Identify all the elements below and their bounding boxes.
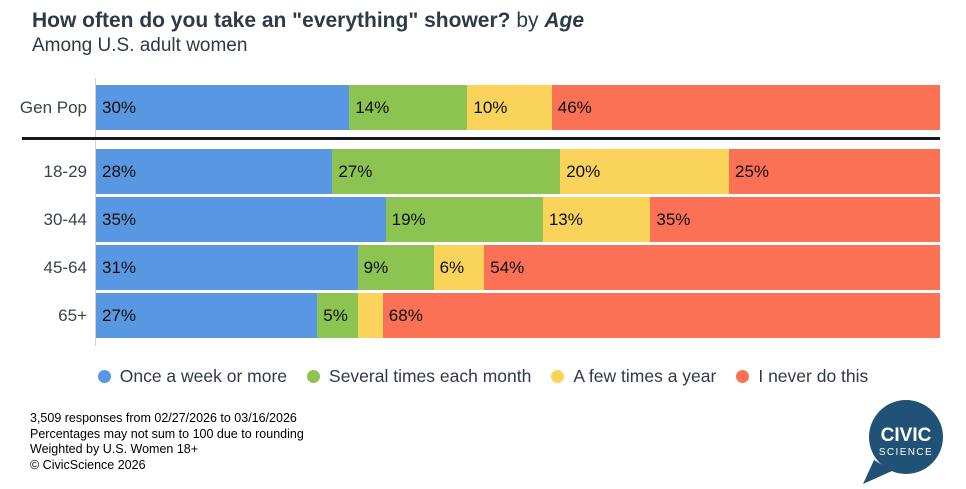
segment-value-label: 13% (548, 209, 583, 229)
bar-row: 45-64 31% 9% 6% 54% (0, 245, 966, 290)
legend-label: Several times each month (329, 366, 532, 386)
footnote-weighting: Weighted by U.S. Women 18+ (30, 442, 199, 456)
segment-value-label: 14% (355, 97, 390, 117)
chart-title-main: How often do you take an "everything" sh… (32, 9, 511, 32)
bar-segment: 19% (385, 197, 543, 242)
logo-bubble (869, 400, 943, 474)
segment-value-label: 31% (102, 257, 137, 277)
bar-track: 35% 19% 13% 35% (96, 197, 940, 242)
footnotes: 3,509 responses from 02/27/2026 to 03/16… (30, 411, 304, 473)
bar-segment: 27% (332, 149, 561, 194)
bar-segment: 35% (96, 197, 386, 242)
segment-value-label: 28% (102, 161, 137, 181)
y-axis-line (95, 78, 96, 346)
bar-segment: 13% (542, 197, 651, 242)
bar-track: 31% 9% 6% 54% (96, 245, 940, 290)
bar-segment: 46% (551, 85, 940, 130)
legend-dot-icon (736, 370, 750, 383)
chart-title-connector: by (510, 9, 545, 32)
legend: Once a week or more Several times each mo… (0, 366, 966, 387)
segment-value-label: 20% (566, 161, 601, 181)
logo-text-civic: CIVIC (881, 425, 932, 446)
segment-value-label: 25% (734, 161, 770, 181)
segment-value-label: 9% (363, 257, 389, 277)
legend-dot-icon (307, 370, 321, 383)
segment-value-label: 27% (338, 161, 373, 181)
bar-track: 27% 5% 68% (96, 293, 940, 338)
civicscience-logo-icon: CIVIC SCIENCE (863, 400, 943, 484)
segment-value-label: 35% (656, 209, 691, 229)
segment-value-label: 35% (102, 209, 137, 229)
legend-label: I never do this (758, 366, 869, 386)
bar-row: Gen Pop 30% 14% 10% 46% (0, 85, 966, 130)
chart-title: How often do you take an "everything" sh… (32, 8, 584, 33)
legend-label: A few times a year (573, 366, 717, 386)
legend-label: Once a week or more (119, 366, 288, 386)
chart-subtitle: Among U.S. adult women (32, 35, 248, 57)
category-label: 18-29 (43, 161, 87, 181)
segment-value-label: 46% (557, 97, 592, 117)
bar-segment: 28% (96, 149, 333, 194)
logo-bubble-tail (863, 460, 892, 484)
segment-value-label: 68% (388, 305, 423, 325)
category-label: Gen Pop (19, 97, 87, 117)
bar-segment: 68% (382, 293, 940, 338)
bar-segment: 54% (484, 245, 940, 290)
bar-segment: 35% (650, 197, 940, 242)
bar-segment: 9% (357, 245, 434, 290)
bar-track: 30% 14% 10% 46% (96, 85, 940, 130)
segment-value-label: 54% (490, 257, 525, 277)
category-label: 65+ (58, 305, 87, 325)
bar-segment: 25% (728, 149, 940, 194)
bar-segment (358, 293, 383, 338)
legend-dot-icon (97, 370, 111, 383)
logo-text-science: SCIENCE (879, 447, 933, 458)
legend-item: I never do this (736, 366, 868, 387)
legend-dot-icon (551, 370, 565, 383)
category-label: 45-64 (43, 257, 87, 277)
bar-segment: 27% (96, 293, 318, 338)
footnote-responses: 3,509 responses from 02/27/2026 to 03/16… (30, 411, 297, 425)
bar-row: 65+ 27% 5% 68% (0, 293, 966, 338)
legend-item: Once a week or more (97, 366, 288, 387)
bar-segment: 30% (96, 85, 350, 130)
bar-row: 30-44 35% 19% 13% 35% (0, 197, 966, 242)
legend-item: A few times a year (551, 366, 716, 387)
bar-segment: 20% (560, 149, 729, 194)
chart-header: How often do you take an "everything" sh… (32, 8, 584, 57)
category-label: 30-44 (43, 209, 87, 229)
segment-value-label: 30% (102, 97, 137, 117)
stacked-bar-chart: Gen Pop 30% 14% 10% 46% 18-29 28% 27% 20% 25% 30-4… (0, 85, 966, 341)
chart-title-emphasis: Age (544, 9, 585, 32)
bar-segment: 5% (317, 293, 359, 338)
segment-value-label: 19% (391, 209, 426, 229)
genpop-separator-line (22, 137, 940, 140)
footnote-rounding: Percentages may not sum to 100 due to ro… (30, 426, 304, 441)
bar-segment: 6% (433, 245, 485, 290)
segment-value-label: 27% (102, 305, 137, 325)
bar-row: 18-29 28% 27% 20% 25% (0, 149, 966, 194)
bar-track: 28% 27% 20% 25% (96, 149, 940, 194)
bar-segment: 10% (467, 85, 552, 130)
segment-value-label: 6% (439, 257, 465, 277)
legend-item: Several times each month (307, 366, 531, 387)
segment-value-label: 5% (323, 305, 348, 325)
bar-segment: 14% (349, 85, 468, 130)
bar-segment: 31% (96, 245, 358, 290)
footnote-copyright: © CivicScience 2026 (30, 457, 146, 472)
segment-value-label: 10% (473, 97, 508, 117)
